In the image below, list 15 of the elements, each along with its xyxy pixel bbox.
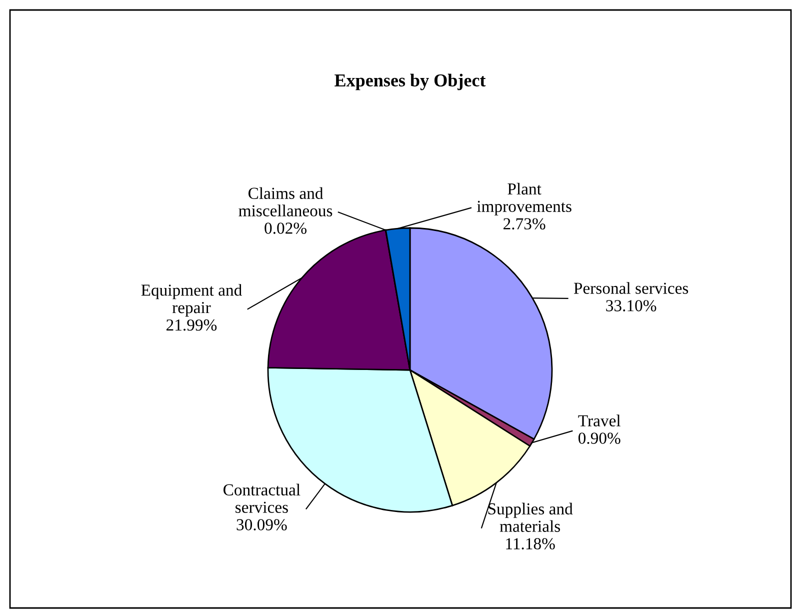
data-label: 21.99% xyxy=(166,319,217,331)
data-label: 0.02% xyxy=(264,222,306,234)
data-label: 33.10% xyxy=(606,300,656,312)
slice-label: Personal services xyxy=(574,282,688,294)
slice-label: Travel xyxy=(578,414,620,426)
slice-label: Plant improvements xyxy=(476,182,572,216)
slice-label: Contractual services xyxy=(224,484,300,513)
chart-title: Expenses by Object xyxy=(334,74,486,90)
slice-label: Supplies and materials xyxy=(488,502,573,532)
data-label: 11.18% xyxy=(506,538,555,550)
data-label: 30.09% xyxy=(236,519,287,530)
data-label: 0.90% xyxy=(578,432,620,444)
slice-label: Claims and miscellaneous xyxy=(238,187,332,216)
data-label: 2.73% xyxy=(504,218,546,230)
slice-label: Equipment and repair xyxy=(141,284,242,317)
